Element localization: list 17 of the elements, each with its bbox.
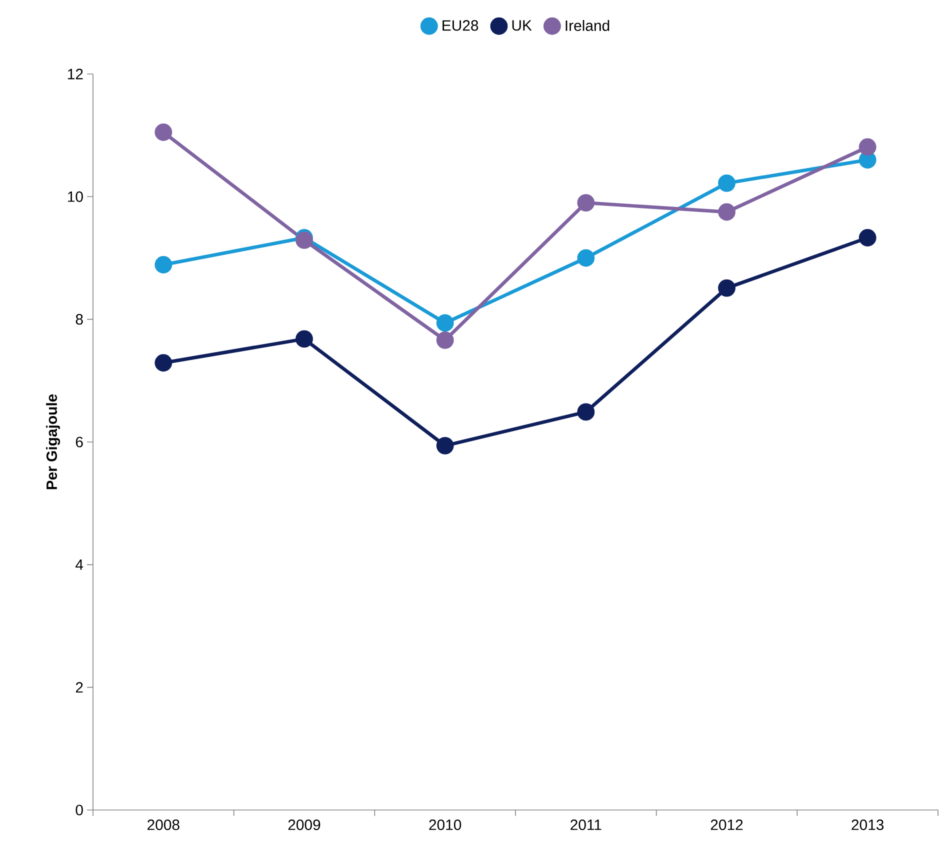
x-tick-label: 2008 xyxy=(148,819,180,830)
legend-label: EU28 xyxy=(442,20,478,31)
y-tick-label: 8 xyxy=(76,314,83,325)
x-tick-label: 2013 xyxy=(852,819,884,830)
legend-label: Ireland xyxy=(566,20,610,31)
y-tick-label: 12 xyxy=(68,68,83,80)
y-tick-label: 2 xyxy=(76,682,83,693)
x-tick-label: 2011 xyxy=(570,819,602,830)
y-tick-label: 6 xyxy=(76,436,83,448)
legend-label: UK xyxy=(512,20,532,31)
y-tick-label: 0 xyxy=(76,804,83,816)
x-tick-label: 2010 xyxy=(429,819,462,830)
x-tick-label: 2009 xyxy=(288,819,320,830)
y-tick-label: 4 xyxy=(76,560,84,570)
y-tick-label: 10 xyxy=(68,191,83,202)
x-tick-label: 2012 xyxy=(710,819,743,830)
y-axis-title: Per Gigajoule xyxy=(46,394,60,490)
